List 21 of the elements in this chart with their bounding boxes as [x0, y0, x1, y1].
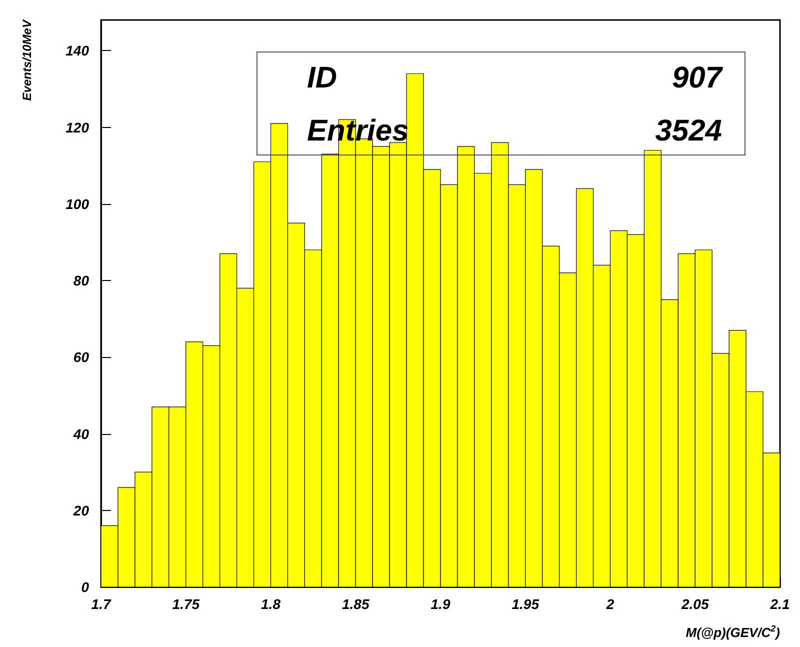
y-tick-label: 80: [73, 272, 90, 289]
x-tick-label: 2.1: [769, 596, 790, 612]
x-tick-label: 1.75: [172, 596, 200, 612]
y-tick-label: 20: [72, 502, 90, 518]
x-tick-label: 1.7: [91, 596, 112, 612]
y-tick-label: 100: [66, 196, 90, 212]
y-tick-label: 140: [66, 42, 90, 59]
annotation: 3524: [655, 114, 722, 148]
y-tick-label: 0: [81, 579, 90, 595]
x-tick-label: 1.95: [512, 596, 540, 612]
x-tick-label: 2: [605, 596, 614, 612]
x-tick-label: 1.9: [430, 596, 450, 612]
x-tick-label: 2.05: [680, 596, 709, 612]
y-axis-title: Events/10MeV: [20, 19, 34, 101]
y-tick-label: 60: [73, 349, 90, 366]
annotation: ID: [307, 62, 337, 94]
y-tick-label: 40: [72, 426, 90, 442]
x-tick-label: 1.85: [342, 596, 370, 612]
x-tick-label: 1.8: [261, 596, 281, 612]
y-tick-label: 120: [66, 119, 90, 136]
annotation: 907: [672, 62, 724, 94]
